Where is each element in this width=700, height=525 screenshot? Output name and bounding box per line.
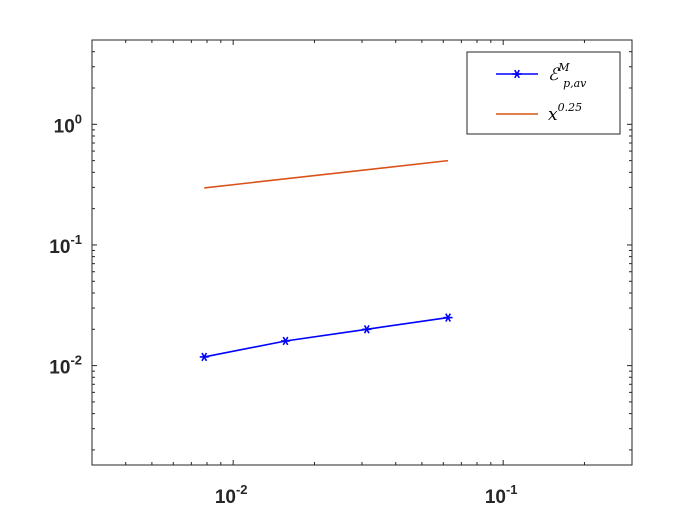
series-line-0: [204, 316, 449, 358]
legend-entry-1: x0.25: [496, 101, 582, 125]
data-point-marker: [199, 352, 209, 362]
y-tick-label: 100: [54, 111, 82, 137]
legend: ℰM p,av x0.25: [466, 51, 621, 135]
series-line-1: [204, 159, 449, 189]
legend-label: x0.25: [548, 101, 582, 125]
y-tick-label: 10-1: [49, 232, 82, 258]
legend-label: ℰM p,av: [548, 61, 587, 90]
x-tick-label: 10-1: [485, 482, 518, 508]
series-layer: [199, 159, 453, 362]
data-point-marker: [443, 313, 453, 322]
y-tick-label: 10-2: [49, 353, 82, 379]
axis-tick-labels: 10-2 10-1 10-2 10-1 100: [49, 111, 517, 508]
legend-box: [466, 51, 621, 135]
x-tick-label: 10-2: [215, 482, 248, 508]
legend-entry-0: ℰM p,av: [496, 61, 587, 90]
axis-ticks: [91, 39, 632, 465]
legend-marker: [512, 69, 522, 79]
data-point-marker: [281, 336, 291, 346]
data-point-marker: [362, 324, 372, 334]
